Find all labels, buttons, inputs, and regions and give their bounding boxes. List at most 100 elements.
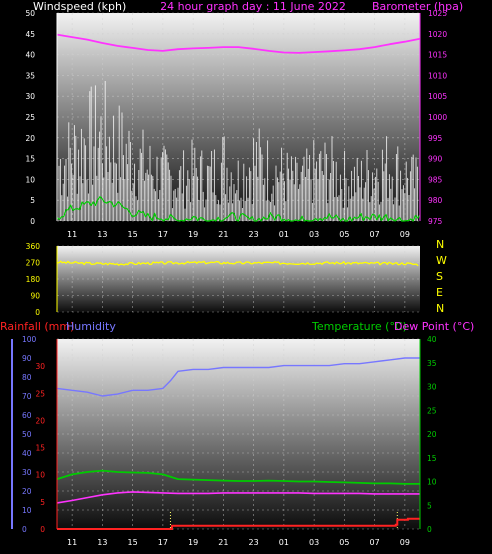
panel1-series [56, 33, 421, 222]
humidity-y-tick-label: 10 [22, 506, 32, 515]
x-tick-label: 03 [309, 230, 319, 239]
x-tick-label: 19 [188, 230, 198, 239]
wind-gust-bars [58, 81, 418, 221]
compass-letter: W [436, 254, 447, 267]
rain-y-tick-label: 20 [35, 416, 45, 425]
rainfall-line [57, 517, 420, 530]
humidity-y-tick-label: 100 [22, 335, 37, 344]
panel2-series [56, 260, 419, 267]
panel3-series [56, 357, 420, 530]
compass-letter: N [436, 302, 444, 315]
rain-y-tick-label: 25 [35, 389, 45, 398]
wind-y-tick-label: 45 [25, 30, 35, 39]
x-tick-label: 17 [158, 230, 168, 239]
humidity-y-tick-label: 70 [22, 392, 32, 401]
baro-y-tick-label: 1000 [428, 113, 447, 122]
x-tick-label: 03 [309, 538, 319, 547]
windspeed-header-label: Windspeed (kph) [33, 0, 126, 13]
x-tick-label: 11 [67, 230, 77, 239]
wind-y-tick-label: 15 [25, 155, 35, 164]
temp-y-tick-label: 40 [427, 335, 437, 344]
x-tick-label: 01 [279, 538, 289, 547]
rain-y-tick-label: 30 [35, 362, 45, 371]
temp-y-tick-label: 35 [427, 359, 437, 368]
barometer-header-label: Barometer (hpa) [372, 0, 463, 13]
baro-y-tick-label: 1005 [428, 92, 447, 101]
direction-y-tick-label: 0 [35, 308, 40, 317]
wind-y-tick-label: 0 [30, 217, 35, 226]
wind-y-tick-label: 50 [25, 9, 35, 18]
panel1-axes: 0510152025303540455097598098599099510001… [25, 9, 447, 239]
baro-y-tick-label: 1020 [428, 30, 447, 39]
temperature-line [56, 469, 420, 485]
x-tick-label: 09 [400, 230, 410, 239]
rain-humidity-temp-panel: 0102030405060708090100051015202530051015… [11, 335, 437, 547]
humidity-y-tick-label: 50 [22, 430, 32, 439]
humidity-y-tick-label: 40 [22, 449, 32, 458]
humidity-y-tick-label: 20 [22, 487, 32, 496]
x-tick-label: 17 [158, 538, 168, 547]
baro-y-tick-label: 1025 [428, 9, 447, 18]
x-tick-label: 13 [97, 230, 107, 239]
wind-y-tick-label: 40 [25, 51, 35, 60]
baro-y-tick-label: 995 [428, 134, 443, 143]
baro-y-tick-label: 980 [428, 196, 443, 205]
chart-title: 24 hour graph day : 11 June 2022 [160, 0, 346, 13]
dewpoint-line [56, 491, 420, 504]
baro-y-tick-label: 975 [428, 217, 443, 226]
temperature-header-label: Temperature (°C) [311, 320, 407, 333]
x-tick-label: 05 [339, 230, 349, 239]
wind-y-tick-label: 30 [25, 92, 35, 101]
wind-speed-line [56, 196, 421, 222]
x-tick-label: 11 [67, 538, 77, 547]
rainfall-header-label: Rainfall (mm) [0, 320, 74, 333]
wind-y-tick-label: 25 [25, 113, 35, 122]
panel3-axes: 0102030405060708090100051015202530051015… [11, 335, 437, 547]
wind-y-tick-label: 20 [25, 134, 35, 143]
x-tick-label: 13 [97, 538, 107, 547]
humidity-y-tick-label: 90 [22, 354, 32, 363]
rain-y-tick-label: 0 [40, 525, 45, 534]
baro-y-tick-label: 1010 [428, 71, 447, 80]
humidity-header-label: Humidity [66, 320, 116, 333]
x-tick-label: 15 [128, 538, 138, 547]
x-tick-label: 21 [218, 230, 228, 239]
x-tick-label: 21 [218, 538, 228, 547]
temp-y-tick-label: 30 [427, 383, 437, 392]
humidity-y-tick-label: 30 [22, 468, 32, 477]
x-tick-label: 07 [370, 230, 380, 239]
humidity-y-tick-label: 0 [22, 525, 27, 534]
baro-y-tick-label: 985 [428, 175, 443, 184]
temp-y-tick-label: 25 [427, 406, 437, 415]
wind-direction-line [56, 260, 419, 267]
wind-y-tick-label: 10 [25, 175, 35, 184]
barometer-line [56, 33, 421, 54]
dewpoint-header-label: Dew Point (°C) [394, 320, 474, 333]
baro-y-tick-label: 990 [428, 155, 443, 164]
temp-y-tick-label: 5 [427, 501, 432, 510]
compass-letter: E [436, 286, 443, 299]
wind-y-tick-label: 5 [30, 196, 35, 205]
direction-y-tick-label: 270 [26, 259, 41, 268]
x-tick-label: 19 [188, 538, 198, 547]
humidity-y-tick-label: 80 [22, 373, 32, 382]
x-tick-label: 07 [370, 538, 380, 547]
temp-y-tick-label: 20 [427, 430, 437, 439]
panel2-grid [57, 245, 420, 313]
x-tick-label: 01 [279, 230, 289, 239]
temp-y-tick-label: 10 [427, 478, 437, 487]
humidity-line [56, 357, 420, 397]
wind-y-tick-label: 35 [25, 71, 35, 80]
x-tick-label: 23 [249, 538, 259, 547]
x-tick-label: 23 [249, 230, 259, 239]
rain-y-tick-label: 15 [35, 444, 45, 453]
direction-y-tick-label: 360 [26, 242, 41, 251]
wind-barometer-panel: 0510152025303540455097598098599099510001… [25, 9, 447, 239]
rain-y-tick-label: 10 [35, 471, 45, 480]
compass-letter: S [436, 270, 443, 283]
direction-y-tick-label: 90 [30, 292, 40, 301]
x-tick-label: 09 [400, 538, 410, 547]
